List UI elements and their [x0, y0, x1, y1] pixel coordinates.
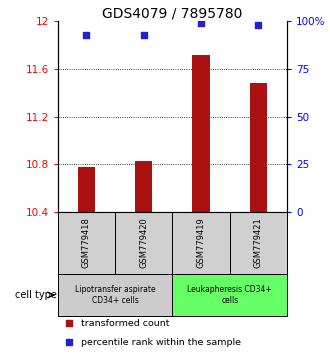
Point: [198, 20, 204, 26]
Bar: [230, 212, 287, 274]
Bar: [58, 274, 173, 316]
Text: percentile rank within the sample: percentile rank within the sample: [81, 338, 241, 347]
Title: GDS4079 / 7895780: GDS4079 / 7895780: [102, 6, 243, 20]
Bar: [173, 212, 230, 274]
Bar: [58, 212, 115, 274]
Bar: [78, 167, 95, 212]
Bar: [192, 55, 210, 212]
Text: GSM779418: GSM779418: [82, 218, 91, 268]
Point: [67, 321, 72, 326]
Text: transformed count: transformed count: [81, 319, 169, 328]
Bar: [250, 83, 267, 212]
Bar: [115, 212, 173, 274]
Text: GSM779420: GSM779420: [139, 218, 148, 268]
Point: [141, 32, 147, 38]
Point: [67, 339, 72, 345]
Text: cell type: cell type: [15, 290, 57, 300]
Text: GSM779421: GSM779421: [254, 218, 263, 268]
Bar: [173, 274, 287, 316]
Bar: [135, 161, 152, 212]
Point: [84, 32, 89, 38]
Text: Leukapheresis CD34+
cells: Leukapheresis CD34+ cells: [187, 285, 272, 305]
Text: GSM779419: GSM779419: [197, 218, 206, 268]
Point: [256, 22, 261, 28]
Text: Lipotransfer aspirate
CD34+ cells: Lipotransfer aspirate CD34+ cells: [75, 285, 155, 305]
